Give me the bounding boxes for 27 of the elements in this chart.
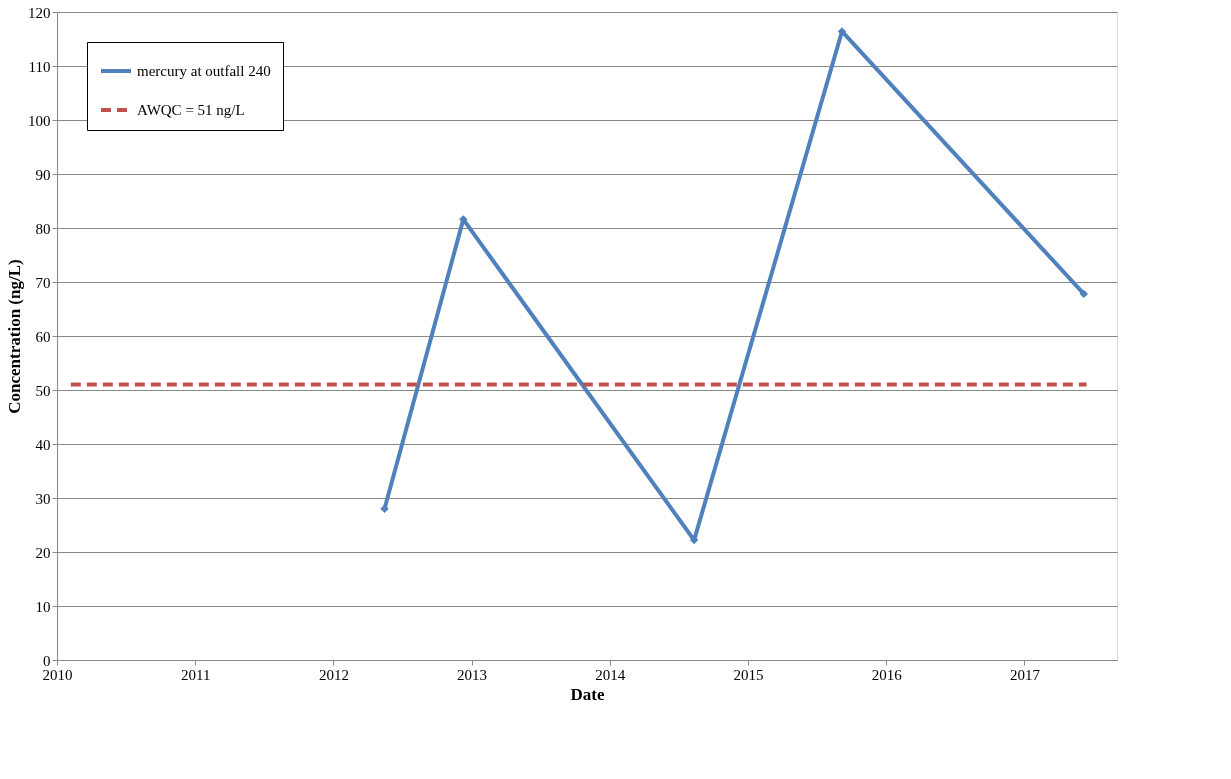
point xyxy=(1079,289,1089,299)
y-tick-label: 120 xyxy=(28,4,51,21)
y-tick-label: 0 xyxy=(43,652,51,669)
y-tick-label: 70 xyxy=(35,274,51,291)
y-tick-label: 90 xyxy=(35,166,51,183)
point xyxy=(380,504,389,513)
x-tick-label: 2015 xyxy=(733,666,764,683)
y-tick-label: 30 xyxy=(35,490,51,507)
x-tick-label: 2011 xyxy=(180,666,211,683)
x-tick-label: 2014 xyxy=(595,666,626,683)
x-tick-label: 2013 xyxy=(457,666,488,683)
x-axis-title: Date xyxy=(570,684,605,704)
legend-label: mercury at outfall 240 xyxy=(137,63,271,79)
x-tick-label: 2010 xyxy=(42,666,73,683)
y-tick-label: 80 xyxy=(35,220,51,237)
y-tick-label: 100 xyxy=(28,112,51,129)
y-tick-label: 20 xyxy=(35,544,51,561)
y-tick-label: 60 xyxy=(35,328,51,345)
legend-label: AWQC = 51 ng/L xyxy=(137,102,245,118)
x-tick-label: 2016 xyxy=(871,666,903,683)
y-tick-label: 50 xyxy=(35,382,51,399)
y-tick-label: 110 xyxy=(28,58,51,75)
y-tick-label: 10 xyxy=(35,598,51,615)
y-tick-label: 40 xyxy=(35,436,51,453)
x-tick-label: 2017 xyxy=(1009,666,1041,683)
y-axis-title: Concentration (ng/L) xyxy=(5,259,24,414)
x-tick-label: 2012 xyxy=(318,666,349,683)
